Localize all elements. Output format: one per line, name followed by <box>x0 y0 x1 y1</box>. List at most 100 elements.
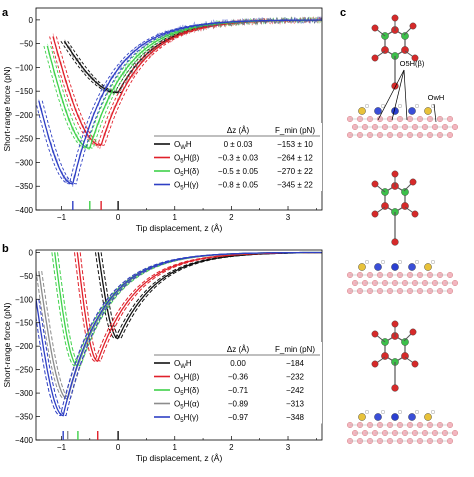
apex-oxygen <box>391 238 399 246</box>
chart-a: −1 0 1 2 3 0 −50 −100 −150 −200 −250 −300 −350 −400 T… <box>2 7 323 233</box>
legend-fmin-value: −264 ± 12 <box>277 154 313 163</box>
panel-letter-c: c <box>340 7 346 19</box>
chart-a-frame <box>35 7 323 211</box>
oxygen-atom <box>409 178 417 186</box>
legend-series-name: O5H(α) <box>174 400 200 411</box>
legend-fmin-value: −153 ± 10 <box>277 140 313 149</box>
hydrogen-atom <box>431 260 436 265</box>
oxygen-atom <box>391 320 399 328</box>
y-tick-label: −250 <box>15 135 34 144</box>
chart-a-series-group <box>36 15 322 187</box>
series-line-O5H_gamma <box>36 251 322 417</box>
oxygen-atom <box>371 180 379 188</box>
chart-b-series-group <box>36 251 322 417</box>
oxygen-atom <box>371 210 379 218</box>
y-tick-label: −150 <box>15 87 34 96</box>
annotation-arrow-3 <box>403 69 408 121</box>
hydrogen-atom <box>398 103 403 108</box>
y-tick-label: −150 <box>15 319 34 328</box>
legend-background <box>150 123 322 191</box>
oxygen-atom <box>411 210 419 218</box>
surface-atom <box>374 107 382 115</box>
substrate-atom <box>447 272 454 279</box>
tip-atom <box>401 338 409 346</box>
x-tick-label: 1 <box>173 213 178 222</box>
y-tick-label: −300 <box>15 158 34 167</box>
substrate-atom <box>447 422 454 429</box>
series-err-OwH <box>100 252 322 340</box>
legend-series-name: O5H(δ) <box>174 167 199 178</box>
apex-oxygen <box>391 82 399 90</box>
surface-atom <box>424 107 432 115</box>
chart-a-ylabel: Short-range force (pN) <box>2 66 12 151</box>
legend-dz-value: −0.97 <box>228 413 249 422</box>
substrate-atom <box>447 115 454 122</box>
panel-letter-b: b <box>2 243 9 255</box>
hydrogen-atom <box>365 260 370 265</box>
legend-fmin-value: −184 <box>286 359 305 368</box>
apex-oxygen <box>391 384 399 392</box>
panel-letter-a: a <box>2 7 9 19</box>
legend-dz-value: −0.71 <box>228 386 249 395</box>
y-tick-label: −200 <box>15 111 34 120</box>
hydrogen-atom <box>398 260 403 265</box>
y-tick-label: 0 <box>29 16 34 25</box>
surface-atom <box>391 263 399 271</box>
surface-atom <box>358 263 366 271</box>
surface-atom <box>408 413 416 421</box>
oxygen-atom <box>411 360 419 368</box>
series-err-O5H_delta <box>50 19 322 149</box>
legend-dz-value: 0 ± 0.03 <box>224 140 253 149</box>
y-tick-label: −350 <box>15 413 34 422</box>
series-err-OwH <box>95 252 319 340</box>
surface-atom <box>408 263 416 271</box>
y-tick-label: −100 <box>15 295 34 304</box>
surface-atom <box>358 107 366 115</box>
legend-fmin-value: −232 <box>286 373 305 382</box>
x-tick-label: −1 <box>57 443 67 452</box>
y-tick-label: −50 <box>19 40 33 49</box>
legend-series-name: O5H(β) <box>174 373 200 384</box>
x-tick-label: 0 <box>116 443 121 452</box>
oxygen-atom <box>391 170 399 178</box>
chart-a-xlabel: Tip displacement, z (Å) <box>136 223 223 233</box>
x-tick-label: −1 <box>57 213 67 222</box>
legend-dz-value: −0.5 ± 0.05 <box>218 167 259 176</box>
legend-fmin-value: −348 <box>286 413 305 422</box>
legend-dz-value: −0.89 <box>228 400 249 409</box>
series-err-O5H_delta <box>57 252 322 367</box>
y-tick-label: −350 <box>15 182 34 191</box>
chart-b-legend: Δz (Å) F_min (pN) OWH 0.00 −184 O5H(β) −0.36 −2… <box>150 342 322 424</box>
series-err-O5H_delta <box>51 252 318 367</box>
series-line-OwH <box>97 251 322 340</box>
legend-fmin-value: −345 ± 22 <box>277 181 313 190</box>
surface-atom <box>424 263 432 271</box>
oxygen-atom <box>409 22 417 30</box>
y-tick-label: −50 <box>19 272 33 281</box>
legend-dz-value: −0.3 ± 0.03 <box>218 154 259 163</box>
molecule-model-1 <box>347 14 459 138</box>
legend-fmin-value: −313 <box>286 400 305 409</box>
legend-dz-value: 0.00 <box>230 359 246 368</box>
chart-b-ticks: −1 0 1 2 3 0 −50 −100 −150 −200 −250 −300 −350 −400 <box>15 248 317 452</box>
oxygen-atom <box>371 24 379 32</box>
hydrogen-atom <box>381 260 386 265</box>
surface-atom <box>424 413 432 421</box>
chart-b-ylabel: Short-range force (pN) <box>2 302 12 387</box>
legend-fmin-value: −270 ± 22 <box>277 167 313 176</box>
legend-series-name: O5H(γ) <box>174 413 199 424</box>
tip-atom <box>401 188 409 196</box>
hydrogen-atom <box>381 410 386 415</box>
substrate-atom <box>452 280 459 287</box>
legend-dz-value: −0.36 <box>228 373 249 382</box>
y-tick-label: −300 <box>15 389 34 398</box>
annotation-arrow-4 <box>433 103 437 123</box>
legend-fmin-value: −242 <box>286 386 305 395</box>
legend-series-name: O5H(γ) <box>174 181 199 192</box>
hydrogen-atom <box>431 410 436 415</box>
oxygen-atom <box>371 360 379 368</box>
oxygen-atom <box>391 14 399 22</box>
x-tick-label: 3 <box>286 443 291 452</box>
hydrogen-atom <box>365 410 370 415</box>
